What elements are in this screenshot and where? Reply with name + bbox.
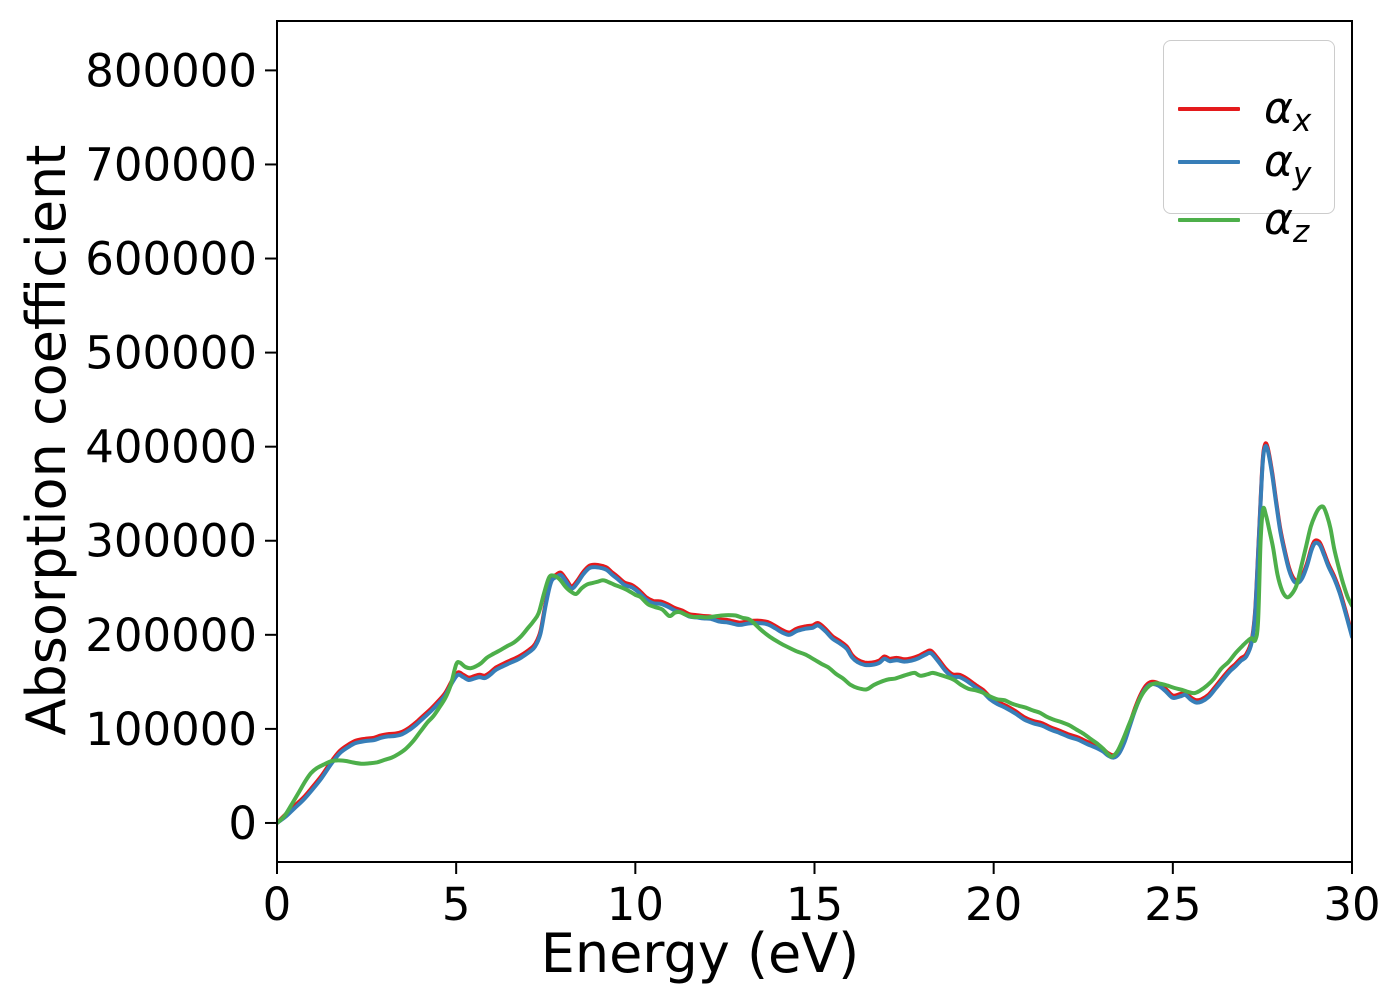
legend-entry-alpha-z: αz	[1164, 194, 1334, 250]
curve-alpha-z	[277, 504, 1352, 825]
y-tick-label: 400000	[85, 421, 257, 474]
plot-border	[276, 20, 1353, 863]
legend-entry-alpha-y: αy	[1164, 136, 1334, 192]
x-tick-label: 0	[263, 878, 292, 931]
x-tick-label: 30	[1323, 878, 1380, 931]
x-tick-label: 10	[607, 878, 664, 931]
x-tick-label: 25	[1144, 878, 1201, 931]
y-tick-label: 300000	[85, 515, 257, 568]
x-tick-label: 15	[786, 878, 843, 931]
x-tick-label: 20	[965, 878, 1022, 931]
legend-line-alpha-z	[1178, 218, 1240, 222]
legend-entry-alpha-x: αx	[1164, 83, 1334, 139]
legend-line-alpha-y	[1178, 160, 1240, 164]
legend: αx αy αz	[1163, 40, 1335, 247]
curve-alpha-y	[277, 443, 1352, 825]
y-tick-label: 700000	[85, 138, 257, 191]
x-axis-label: Energy (eV)	[540, 922, 860, 985]
y-tick-label: 200000	[85, 609, 257, 662]
y-tick-label: 0	[228, 797, 257, 850]
y-tick-label: 800000	[85, 44, 257, 97]
legend-label-alpha-z: αz	[1264, 194, 1310, 250]
legend-label-alpha-x: αx	[1264, 83, 1312, 139]
y-tick-label: 100000	[85, 703, 257, 756]
x-tick-label: 5	[442, 878, 471, 931]
legend-line-alpha-x	[1178, 107, 1240, 111]
y-axis-label: Absorption coefficient	[15, 144, 78, 736]
legend-label-alpha-y: αy	[1264, 136, 1312, 192]
curve-alpha-x	[277, 441, 1352, 825]
y-tick-label: 500000	[85, 327, 257, 380]
y-tick-label: 600000	[85, 233, 257, 286]
